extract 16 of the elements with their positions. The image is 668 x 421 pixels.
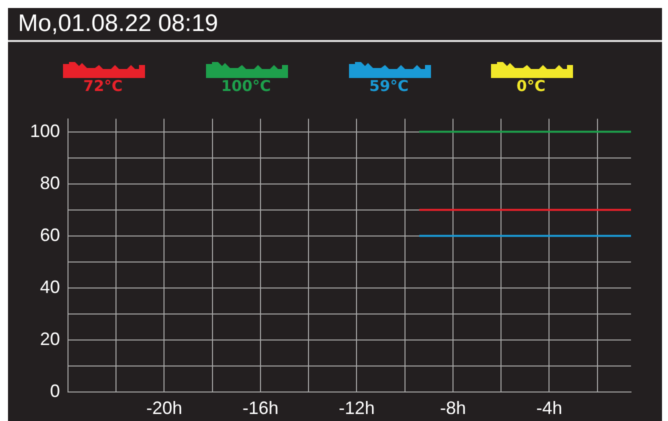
x-tick-label: -12h [338, 398, 375, 418]
text: 100°C [221, 77, 271, 95]
y-tick-label: 60 [40, 224, 60, 245]
y-tick-label: 80 [40, 172, 60, 193]
y-tick-label: 20 [40, 328, 60, 349]
x-tick-label: -8h [440, 398, 466, 418]
y-tick-label: 0 [50, 380, 60, 401]
y-tick-label: 100 [30, 120, 60, 141]
text: 72°C [83, 77, 123, 95]
chart-title: Mo,01.08.22 08:19 [18, 10, 218, 38]
x-tick-label: -20h [146, 398, 182, 418]
y-tick-label: 40 [40, 276, 60, 297]
text: 0°C [516, 77, 546, 95]
x-tick-label: -16h [242, 398, 278, 418]
text: 59°C [369, 77, 409, 95]
x-tick-label: -4h [536, 398, 562, 418]
